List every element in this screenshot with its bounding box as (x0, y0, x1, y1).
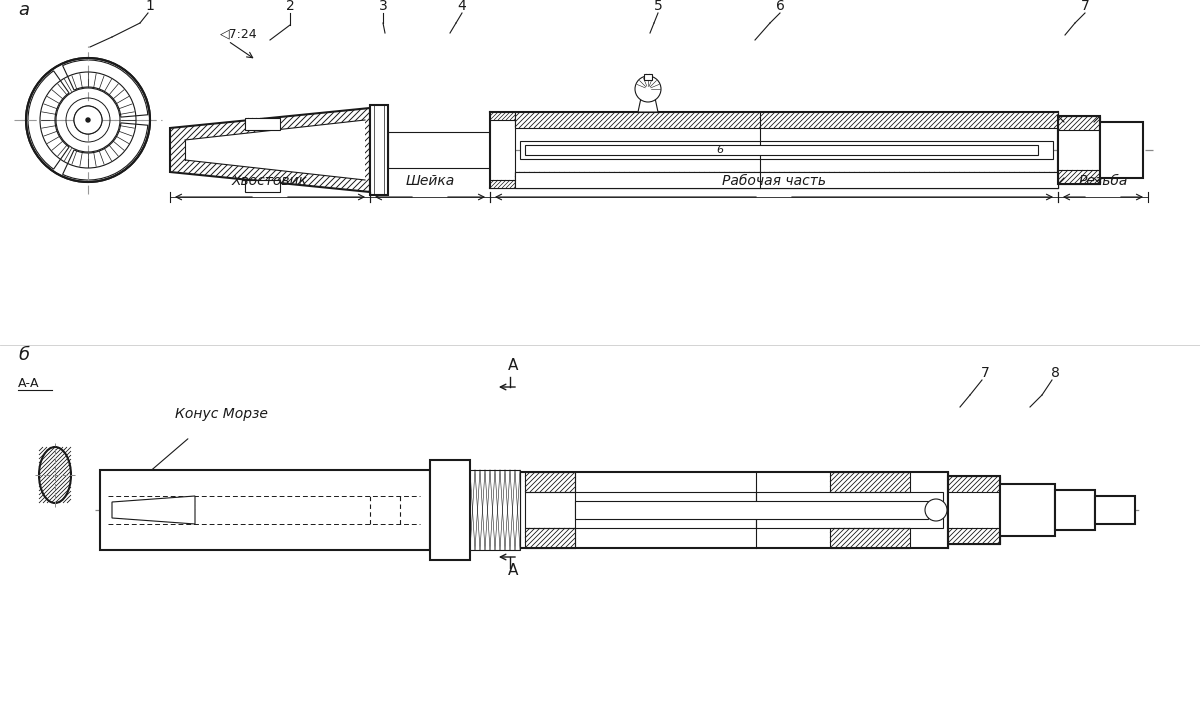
Text: 5: 5 (654, 0, 662, 13)
Text: 6: 6 (716, 145, 724, 155)
Text: Рабочая часть: Рабочая часть (722, 174, 826, 188)
Text: А-А: А-А (18, 377, 40, 390)
Text: Хвостовик: Хвостовик (232, 174, 308, 188)
Bar (526, 472, 575, 492)
Bar (948, 476, 1000, 492)
Wedge shape (62, 60, 148, 117)
Bar (948, 528, 1000, 544)
Text: А: А (508, 563, 518, 578)
Bar (1100, 122, 1142, 178)
Bar (575, 501, 928, 519)
Bar (526, 528, 575, 548)
Bar (515, 172, 1058, 188)
Bar (100, 470, 430, 550)
Circle shape (635, 76, 661, 102)
Polygon shape (185, 120, 365, 180)
Bar (830, 472, 910, 492)
Text: а: а (18, 1, 29, 19)
Polygon shape (638, 98, 658, 112)
Bar (526, 145, 1038, 155)
Bar (490, 112, 515, 188)
Text: 1: 1 (145, 0, 155, 13)
Bar (388, 132, 490, 168)
Circle shape (74, 106, 102, 134)
Bar (1000, 484, 1055, 536)
Text: ◁7:24: ◁7:24 (220, 27, 258, 40)
Bar (830, 528, 910, 548)
Polygon shape (112, 496, 194, 524)
Bar (520, 472, 948, 548)
Bar (430, 460, 470, 560)
Bar (526, 492, 943, 528)
Bar (1058, 116, 1100, 184)
Bar (470, 470, 520, 550)
Text: б: б (18, 346, 29, 364)
Bar (245, 118, 280, 130)
Text: 7: 7 (1081, 0, 1090, 13)
Text: 6: 6 (775, 0, 785, 13)
Text: Резьба: Резьба (1079, 174, 1128, 188)
Wedge shape (28, 70, 70, 169)
Bar (1058, 170, 1100, 184)
Text: 4: 4 (457, 0, 467, 13)
Text: А: А (508, 358, 518, 373)
Bar (370, 105, 388, 195)
Bar (1058, 116, 1100, 130)
Ellipse shape (38, 447, 71, 503)
Bar (644, 74, 652, 80)
Text: Шейка: Шейка (406, 174, 455, 188)
Bar (515, 112, 1058, 128)
Bar (1055, 490, 1096, 530)
Text: 7: 7 (980, 366, 989, 380)
Bar (1096, 496, 1135, 524)
Bar (515, 172, 1058, 188)
Polygon shape (170, 108, 370, 192)
Bar (948, 476, 1000, 544)
Circle shape (86, 118, 90, 122)
Text: 3: 3 (379, 0, 388, 13)
Text: Конус Морзе: Конус Морзе (175, 407, 268, 421)
Bar (245, 180, 280, 192)
Bar (520, 141, 1054, 159)
Circle shape (24, 56, 152, 184)
Circle shape (925, 499, 947, 521)
Text: 2: 2 (286, 0, 294, 13)
Text: 8: 8 (1050, 366, 1060, 380)
Wedge shape (62, 123, 148, 180)
